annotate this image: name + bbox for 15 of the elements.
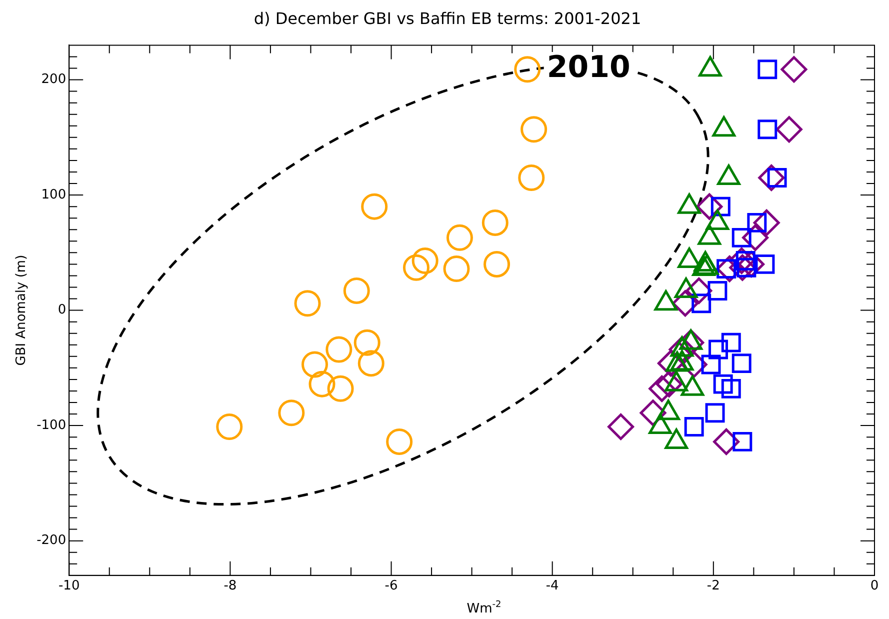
chart-title: d) December GBI vs Baffin EB terms: 2001-2021 xyxy=(254,8,642,28)
y-tick-label: 100 xyxy=(41,187,66,202)
x-tick-label: -2 xyxy=(706,578,720,594)
y-axis-title: GBI Anomaly (m) xyxy=(14,254,30,366)
annotation: 2010 xyxy=(546,50,630,85)
x-tick-label: 0 xyxy=(870,578,879,594)
y-tick-label: 200 xyxy=(41,72,66,88)
x-tick-label: -6 xyxy=(384,578,398,594)
x-tick-label: -8 xyxy=(224,578,237,594)
y-tick-label: 0 xyxy=(58,302,66,318)
x-axis-title: Wm$^{-2}$ xyxy=(466,600,502,616)
y-tick-label: -200 xyxy=(36,533,66,548)
y-tick-label: -100 xyxy=(36,418,66,433)
x-tick-label: -4 xyxy=(546,578,559,594)
x-tick-label: -10 xyxy=(58,578,80,594)
